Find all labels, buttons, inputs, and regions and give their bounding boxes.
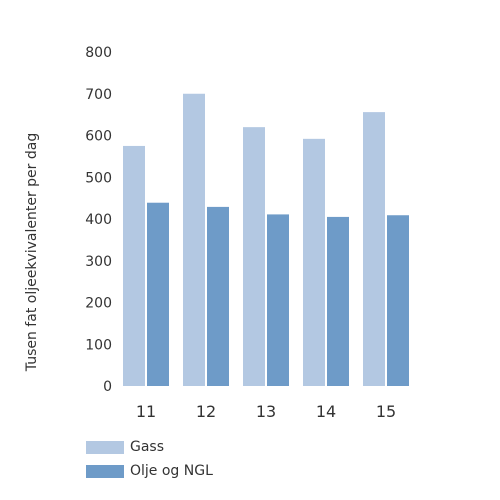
bar-olje-og-ngl-11	[147, 202, 169, 386]
bar-olje-og-ngl-15	[387, 215, 409, 386]
y-tick-label: 500	[85, 170, 112, 186]
y-tick-label: 800	[85, 45, 112, 61]
bars	[123, 93, 409, 387]
x-category-label: 15	[376, 402, 396, 421]
legend: Gass Olje og NGL	[86, 436, 213, 484]
bar-olje-og-ngl-14	[327, 216, 349, 386]
x-category-label: 11	[136, 402, 156, 421]
bar-chart: Tusen fat oljeekvivalenter per dag 0 100 2…	[24, 45, 409, 421]
bar-gass-12	[183, 93, 205, 386]
y-tick-label: 300	[85, 254, 112, 270]
bar-gass-13	[243, 127, 265, 387]
bar-gass-15	[363, 112, 385, 387]
legend-swatch-olje-og-ngl	[86, 464, 124, 478]
y-axis-title: Tusen fat oljeekvivalenter per dag	[24, 133, 40, 372]
legend-item-olje-og-ngl: Olje og NGL	[86, 460, 213, 482]
bar-olje-og-ngl-12	[207, 206, 229, 386]
bar-gass-11	[123, 145, 145, 386]
x-category-label: 13	[256, 402, 276, 421]
x-category-label: 12	[196, 402, 216, 421]
x-category-label: 14	[316, 402, 336, 421]
y-tick-label: 600	[85, 129, 112, 145]
legend-label-gass: Gass	[130, 439, 165, 455]
y-axis-ticks: 0 100 200 300 400 500 600 700 800	[85, 45, 112, 395]
y-tick-label: 200	[85, 296, 112, 312]
legend-label-olje-og-ngl: Olje og NGL	[130, 463, 213, 479]
y-tick-label: 0	[103, 379, 112, 395]
y-tick-label: 100	[85, 337, 112, 353]
bar-gass-14	[303, 138, 325, 386]
x-axis-categories: 11 12 13 14 15	[136, 402, 396, 421]
bar-olje-og-ngl-13	[267, 214, 289, 386]
legend-swatch-gass	[86, 440, 124, 454]
y-tick-label: 700	[85, 87, 112, 103]
y-tick-label: 400	[85, 212, 112, 228]
legend-item-gass: Gass	[86, 436, 213, 458]
